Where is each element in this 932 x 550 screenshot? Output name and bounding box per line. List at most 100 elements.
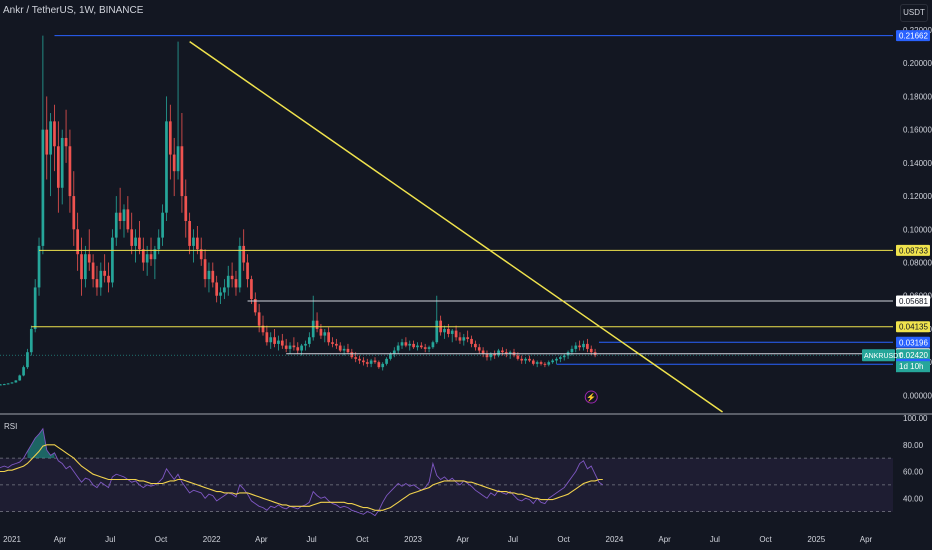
candle bbox=[41, 35, 45, 255]
price-tag-bg bbox=[896, 30, 930, 42]
candle-body bbox=[435, 320, 439, 343]
rsi-overbought-fill bbox=[27, 428, 55, 459]
symbol-tag: ANKRUSDT bbox=[862, 349, 903, 362]
candle bbox=[168, 104, 172, 180]
candle bbox=[165, 96, 168, 221]
rsi-tick-label: 80.00 bbox=[903, 441, 924, 450]
candle bbox=[288, 342, 292, 354]
candle bbox=[111, 229, 114, 288]
candle bbox=[0, 384, 2, 386]
candle-body bbox=[80, 254, 83, 280]
candle bbox=[470, 335, 473, 348]
candle-body bbox=[22, 367, 25, 376]
candle-body bbox=[296, 347, 300, 351]
candle-body bbox=[253, 299, 257, 313]
candle bbox=[369, 358, 373, 368]
candle-body bbox=[215, 282, 219, 296]
price-tag: 0.03196 bbox=[896, 336, 930, 348]
candle bbox=[331, 337, 334, 348]
candle-body bbox=[273, 337, 276, 344]
candle-body bbox=[257, 312, 261, 326]
candle bbox=[172, 137, 176, 197]
candle bbox=[362, 357, 365, 366]
candle bbox=[558, 355, 562, 363]
candle-body bbox=[562, 355, 566, 358]
candle-body bbox=[76, 229, 79, 255]
candle bbox=[18, 374, 22, 381]
price-tag-label: 0.02420 bbox=[899, 351, 928, 360]
candle-body bbox=[118, 212, 122, 221]
candle-body bbox=[49, 121, 52, 155]
candle-body bbox=[180, 146, 184, 197]
price-tag: 0.08733 bbox=[896, 244, 930, 256]
candle-body bbox=[423, 347, 427, 349]
candle bbox=[76, 212, 79, 271]
candle-body bbox=[404, 342, 408, 346]
candle-body bbox=[33, 287, 37, 329]
candle bbox=[485, 350, 489, 361]
candle bbox=[29, 325, 33, 356]
x-tick-label: 2023 bbox=[404, 535, 422, 544]
candle bbox=[582, 340, 585, 351]
candle-body bbox=[107, 275, 110, 283]
candle bbox=[60, 129, 64, 205]
candle bbox=[253, 292, 257, 316]
price-tag: 0.02420 bbox=[896, 349, 930, 362]
candle-body bbox=[145, 254, 149, 263]
price-tag-label: 0.03196 bbox=[899, 338, 928, 347]
candle-body bbox=[385, 358, 388, 364]
candle-body bbox=[335, 343, 338, 346]
candle bbox=[80, 237, 83, 296]
candle bbox=[99, 262, 103, 296]
candle bbox=[323, 328, 327, 343]
candle bbox=[416, 342, 419, 351]
candle-body bbox=[574, 345, 578, 349]
candle-body bbox=[520, 358, 524, 361]
price-tag-label: 0.21662 bbox=[899, 32, 928, 41]
candle-body bbox=[53, 121, 56, 147]
candle bbox=[423, 343, 427, 353]
candle bbox=[215, 275, 219, 303]
candle-body bbox=[234, 279, 238, 288]
x-tick-label: Apr bbox=[860, 535, 873, 544]
candle bbox=[153, 245, 157, 280]
candle bbox=[292, 337, 296, 351]
candle-body bbox=[199, 249, 203, 260]
candle bbox=[315, 312, 319, 333]
candle bbox=[141, 237, 145, 271]
candle bbox=[400, 338, 404, 349]
symbol-tag-label: ANKRUSDT bbox=[864, 353, 903, 360]
candle bbox=[26, 348, 29, 369]
candle-body bbox=[331, 342, 334, 344]
candle bbox=[466, 330, 470, 343]
currency-button[interactable]: USDT bbox=[900, 4, 928, 22]
candle-body bbox=[582, 343, 585, 348]
countdown-tag: 1d 10h bbox=[896, 361, 930, 373]
candle-body bbox=[2, 384, 6, 386]
rsi-line bbox=[0, 427, 604, 517]
candle bbox=[180, 113, 184, 213]
candle bbox=[72, 171, 76, 246]
candle bbox=[443, 325, 446, 339]
candle-body bbox=[450, 330, 454, 334]
candle-body bbox=[389, 353, 392, 359]
candle-body bbox=[84, 254, 87, 280]
candle bbox=[458, 332, 462, 344]
candle bbox=[419, 342, 423, 349]
candle-body bbox=[589, 348, 593, 353]
candle-body bbox=[319, 328, 323, 336]
trendline bbox=[189, 41, 723, 413]
candle-body bbox=[539, 362, 543, 364]
symbol-tag-bg bbox=[862, 349, 895, 362]
candle-body bbox=[555, 358, 558, 361]
candle bbox=[6, 383, 10, 385]
candle bbox=[49, 113, 52, 197]
candle-body bbox=[184, 196, 188, 221]
candle bbox=[396, 342, 400, 354]
y-tick-label: 0.14000 bbox=[903, 159, 932, 168]
candle bbox=[520, 355, 524, 364]
price-labels: 0.216620.087330.056810.041350.031960.025… bbox=[0, 30, 930, 373]
candle bbox=[346, 343, 350, 354]
y-tick-label: 0.12000 bbox=[903, 192, 932, 201]
